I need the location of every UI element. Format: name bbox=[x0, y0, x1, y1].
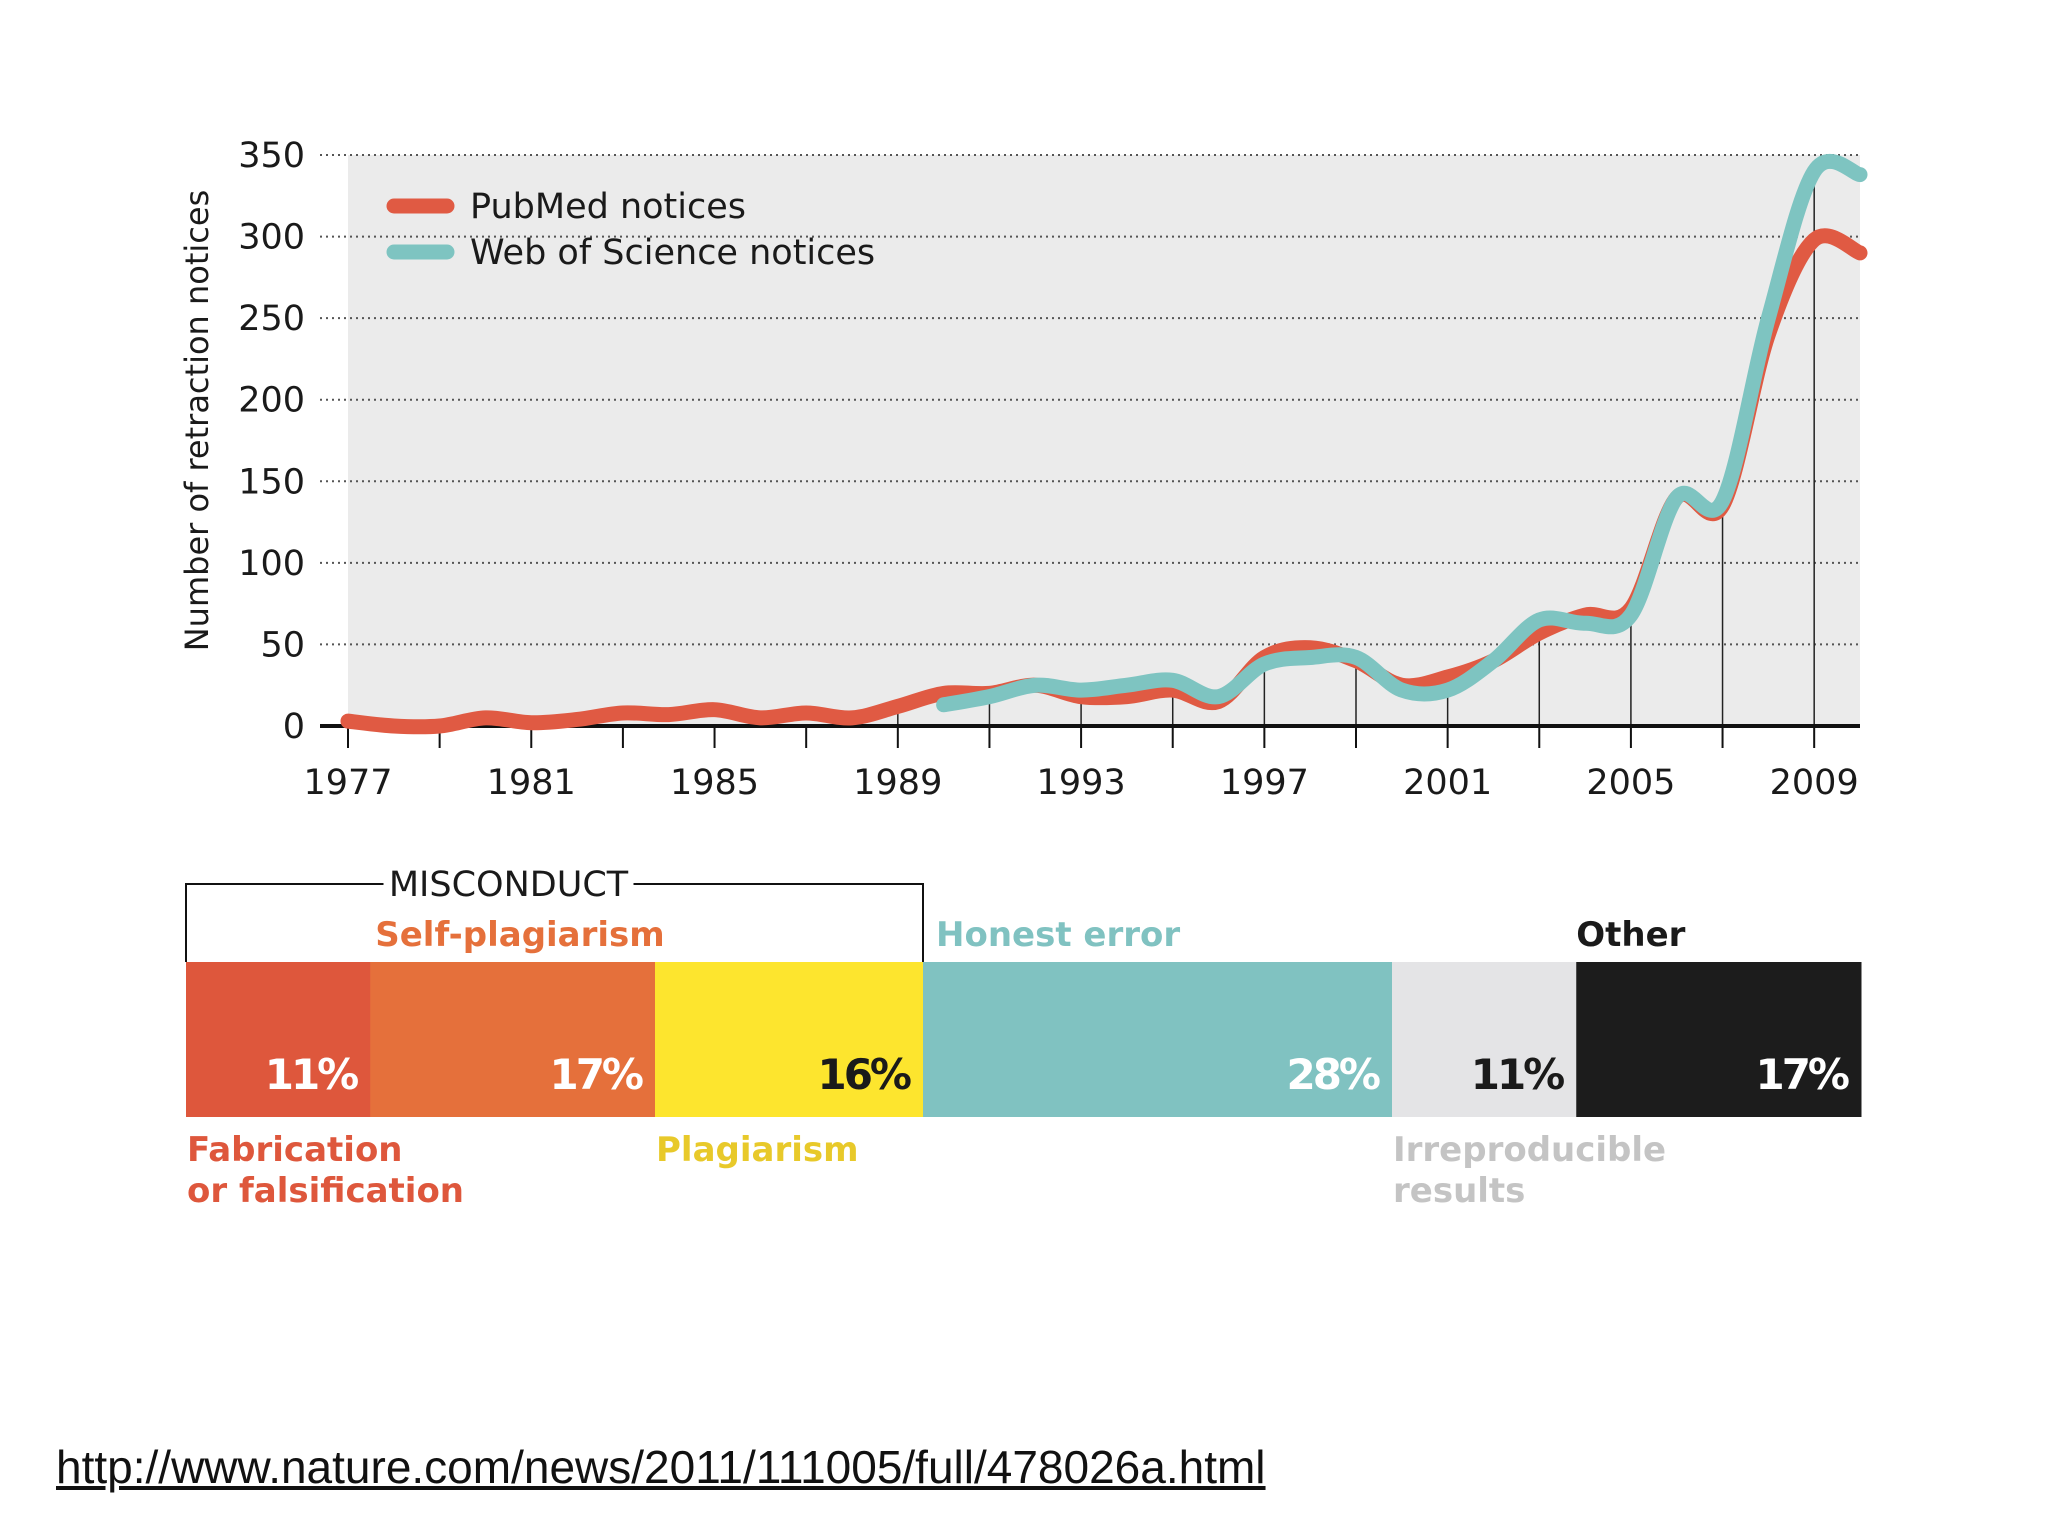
x-tick-label: 2009 bbox=[1770, 763, 1859, 803]
x-tick-label: 1985 bbox=[670, 763, 759, 803]
y-tick-label: 50 bbox=[260, 625, 305, 665]
misconduct-bracket-line bbox=[185, 883, 924, 962]
source-url-link[interactable]: http://www.nature.com/news/2011/111005/f… bbox=[56, 1441, 1266, 1493]
bar-segment-irreproducible-results bbox=[1392, 962, 1577, 1117]
y-tick-label: 300 bbox=[238, 218, 305, 258]
y-tick-label: 150 bbox=[238, 462, 305, 502]
category-label-self-plagiarism: Self-plagiarism bbox=[375, 915, 664, 955]
gridlines bbox=[320, 154, 1860, 646]
misconduct-label: MISCONDUCT bbox=[389, 865, 629, 905]
category-label-fabrication-or-falsification: or falsification bbox=[187, 1171, 464, 1211]
x-axis: 1977 1981 1985 1989 1993 1997 2001 2005 2009 bbox=[303, 726, 1859, 803]
y-tick-label: 0 bbox=[283, 707, 305, 747]
series-lines bbox=[340, 153, 1868, 735]
bar-value-label: 11% bbox=[265, 1050, 358, 1099]
bar-segment-fabrication-or-falsification bbox=[186, 962, 371, 1117]
bar-segment-self-plagiarism bbox=[370, 962, 656, 1117]
y-axis: 0 50 100 150 200 250 300 350 bbox=[238, 136, 305, 747]
category-label-other: Other bbox=[1576, 915, 1685, 955]
category-label-irreproducible-results: results bbox=[1393, 1171, 1525, 1211]
legend: PubMed notices Web of Science notices bbox=[386, 187, 875, 273]
x-tick-label: 1989 bbox=[853, 763, 942, 803]
category-label-irreproducible-results: Irreproducible bbox=[1393, 1130, 1666, 1170]
legend-label-pubmed: PubMed notices bbox=[470, 187, 746, 227]
bar-segment-honest-error bbox=[923, 962, 1393, 1117]
bar-value-label: 17% bbox=[549, 1050, 642, 1099]
category-label-fabrication-or-falsification: Fabrication bbox=[187, 1130, 403, 1170]
legend-label-web-of-science: Web of Science notices bbox=[470, 233, 875, 273]
y-tick-label: 100 bbox=[238, 544, 305, 584]
bar-value-label: 11% bbox=[1471, 1050, 1564, 1099]
x-tick-label: 1997 bbox=[1220, 763, 1309, 803]
bar-value-label: 28% bbox=[1286, 1050, 1379, 1099]
y-tick-label: 250 bbox=[238, 299, 305, 339]
x-tick-label: 2001 bbox=[1403, 763, 1492, 803]
bar-segment-other bbox=[1576, 962, 1862, 1117]
x-tick-label: 1993 bbox=[1037, 763, 1126, 803]
bar-segment-plagiarism bbox=[655, 962, 924, 1117]
bar-value-label: 17% bbox=[1755, 1050, 1848, 1099]
bar-value-label: 16% bbox=[817, 1050, 910, 1099]
y-tick-label: 350 bbox=[238, 136, 305, 176]
category-label-honest-error: Honest error bbox=[936, 915, 1180, 955]
bar-segments bbox=[186, 962, 1862, 1117]
y-tick-label: 200 bbox=[238, 381, 305, 421]
category-label-plagiarism: Plagiarism bbox=[656, 1130, 859, 1170]
misconduct-bracket: MISCONDUCT bbox=[185, 865, 924, 962]
x-tick-label: 1977 bbox=[303, 763, 392, 803]
x-tick-label: 1981 bbox=[487, 763, 576, 803]
y-axis-title: Number of retraction notices bbox=[178, 190, 216, 652]
x-tick-label: 2005 bbox=[1586, 763, 1675, 803]
series-line-web-of-science-notices bbox=[936, 153, 1868, 713]
